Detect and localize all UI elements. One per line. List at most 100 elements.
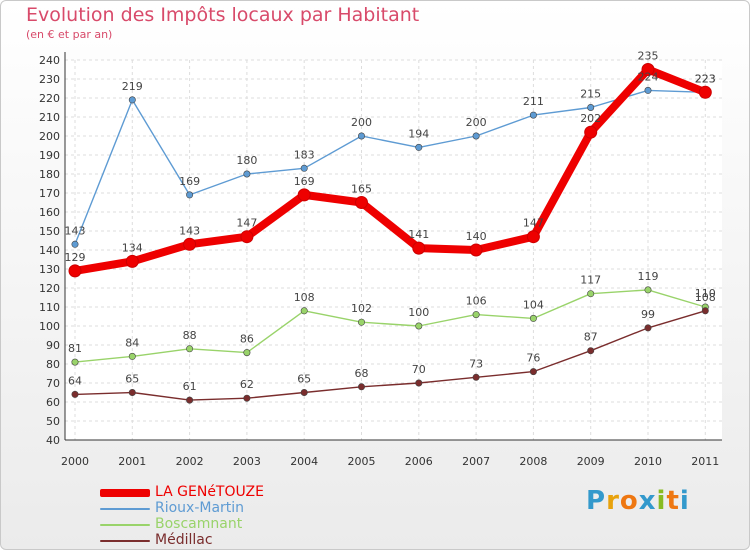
y-tick-label: 190 — [39, 149, 60, 162]
data-point — [701, 307, 709, 315]
data-point — [698, 85, 712, 99]
x-tick-label: 2009 — [577, 455, 605, 468]
data-point — [644, 286, 652, 294]
data-label: 70 — [412, 363, 426, 376]
data-point — [71, 390, 79, 398]
x-tick-label: 2005 — [348, 455, 376, 468]
data-point — [300, 164, 308, 172]
data-label: 147 — [523, 217, 544, 230]
data-point — [587, 290, 595, 298]
data-point — [412, 241, 426, 255]
data-point — [297, 188, 311, 202]
data-point — [529, 111, 537, 119]
data-label: 129 — [65, 251, 86, 264]
data-label: 194 — [408, 127, 429, 140]
data-label: 104 — [523, 298, 544, 311]
data-label: 65 — [125, 373, 139, 386]
grid-lines — [65, 59, 722, 441]
y-tick-label: 100 — [39, 320, 60, 333]
y-tick-label: 60 — [46, 396, 60, 409]
data-point — [71, 240, 79, 248]
series-line-2 — [74, 289, 706, 363]
data-label: 223 — [695, 72, 716, 85]
legend-swatch-0 — [100, 489, 150, 497]
y-tick-label: 230 — [39, 73, 60, 86]
data-point — [584, 125, 598, 139]
data-point — [240, 230, 254, 244]
y-tick-label: 140 — [39, 244, 60, 257]
data-label: 100 — [408, 306, 429, 319]
data-label: 62 — [240, 378, 254, 391]
data-point — [128, 352, 136, 360]
data-label: 61 — [183, 380, 197, 393]
y-tick-label: 220 — [39, 92, 60, 105]
logo-letter: x — [638, 486, 657, 516]
data-label: 108 — [695, 291, 716, 304]
data-label: 165 — [351, 183, 372, 196]
data-point — [68, 264, 82, 278]
data-point — [529, 314, 537, 322]
data-label: 73 — [469, 357, 483, 370]
y-tick-label: 200 — [39, 130, 60, 143]
data-point — [128, 96, 136, 104]
data-point — [355, 196, 368, 209]
y-tick-label: 90 — [46, 339, 60, 352]
data-label: 76 — [526, 352, 540, 365]
y-tick-label: 110 — [39, 301, 60, 314]
data-label: 68 — [355, 367, 369, 380]
logo-letter: o — [619, 486, 639, 516]
data-point — [529, 368, 537, 376]
y-tick-label: 70 — [46, 377, 60, 390]
y-tick-label: 80 — [46, 358, 60, 371]
data-label: 141 — [408, 228, 429, 241]
data-label: 134 — [122, 241, 143, 254]
legend-label-0: LA GENéTOUZE — [155, 484, 264, 500]
data-point — [183, 237, 197, 251]
data-label: 211 — [523, 95, 544, 108]
y-tick-label: 170 — [39, 187, 60, 200]
data-label: 200 — [466, 116, 487, 129]
data-label: 219 — [122, 80, 143, 93]
data-point — [243, 349, 251, 357]
data-point — [243, 170, 251, 178]
data-label: 223 — [695, 72, 716, 85]
data-point — [526, 230, 540, 244]
y-tick-label: 160 — [39, 206, 60, 219]
legend-swatch-3 — [100, 540, 150, 542]
data-point — [243, 394, 251, 402]
data-point — [469, 243, 483, 257]
logo-letter: P — [586, 486, 607, 516]
data-label: 143 — [179, 224, 200, 237]
x-tick-label: 2010 — [634, 455, 662, 468]
x-tick-label: 2000 — [61, 455, 89, 468]
y-tick-label: 120 — [39, 282, 60, 295]
data-label: 87 — [584, 331, 598, 344]
series-line-3 — [74, 310, 706, 401]
x-tick-label: 2011 — [691, 455, 719, 468]
y-tick-label: 180 — [39, 168, 60, 181]
data-point — [128, 388, 136, 396]
x-tick-label: 2001 — [118, 455, 146, 468]
data-label: 202 — [580, 112, 601, 125]
y-tick-label: 40 — [46, 434, 60, 447]
data-label: 235 — [638, 50, 659, 63]
chart-title: Evolution des Impôts locaux par Habitant — [26, 4, 420, 26]
logo-letter: i — [679, 486, 690, 516]
data-point — [415, 143, 423, 151]
data-label: 65 — [297, 373, 311, 386]
data-label: 81 — [68, 342, 82, 355]
data-label: 110 — [695, 287, 716, 300]
x-tick-label: 2006 — [405, 455, 433, 468]
data-point — [300, 307, 308, 315]
data-point — [641, 63, 655, 76]
legend-label-3: Médillac — [155, 532, 213, 548]
data-label: 106 — [466, 295, 487, 308]
data-label: 143 — [65, 224, 86, 237]
data-label: 99 — [641, 308, 655, 321]
data-label: 183 — [294, 148, 315, 161]
data-label: 102 — [351, 302, 372, 315]
data-point — [415, 379, 423, 387]
legend-label-2: Boscamnant — [155, 516, 243, 532]
data-label: 86 — [240, 333, 254, 346]
data-label: 88 — [183, 329, 197, 342]
